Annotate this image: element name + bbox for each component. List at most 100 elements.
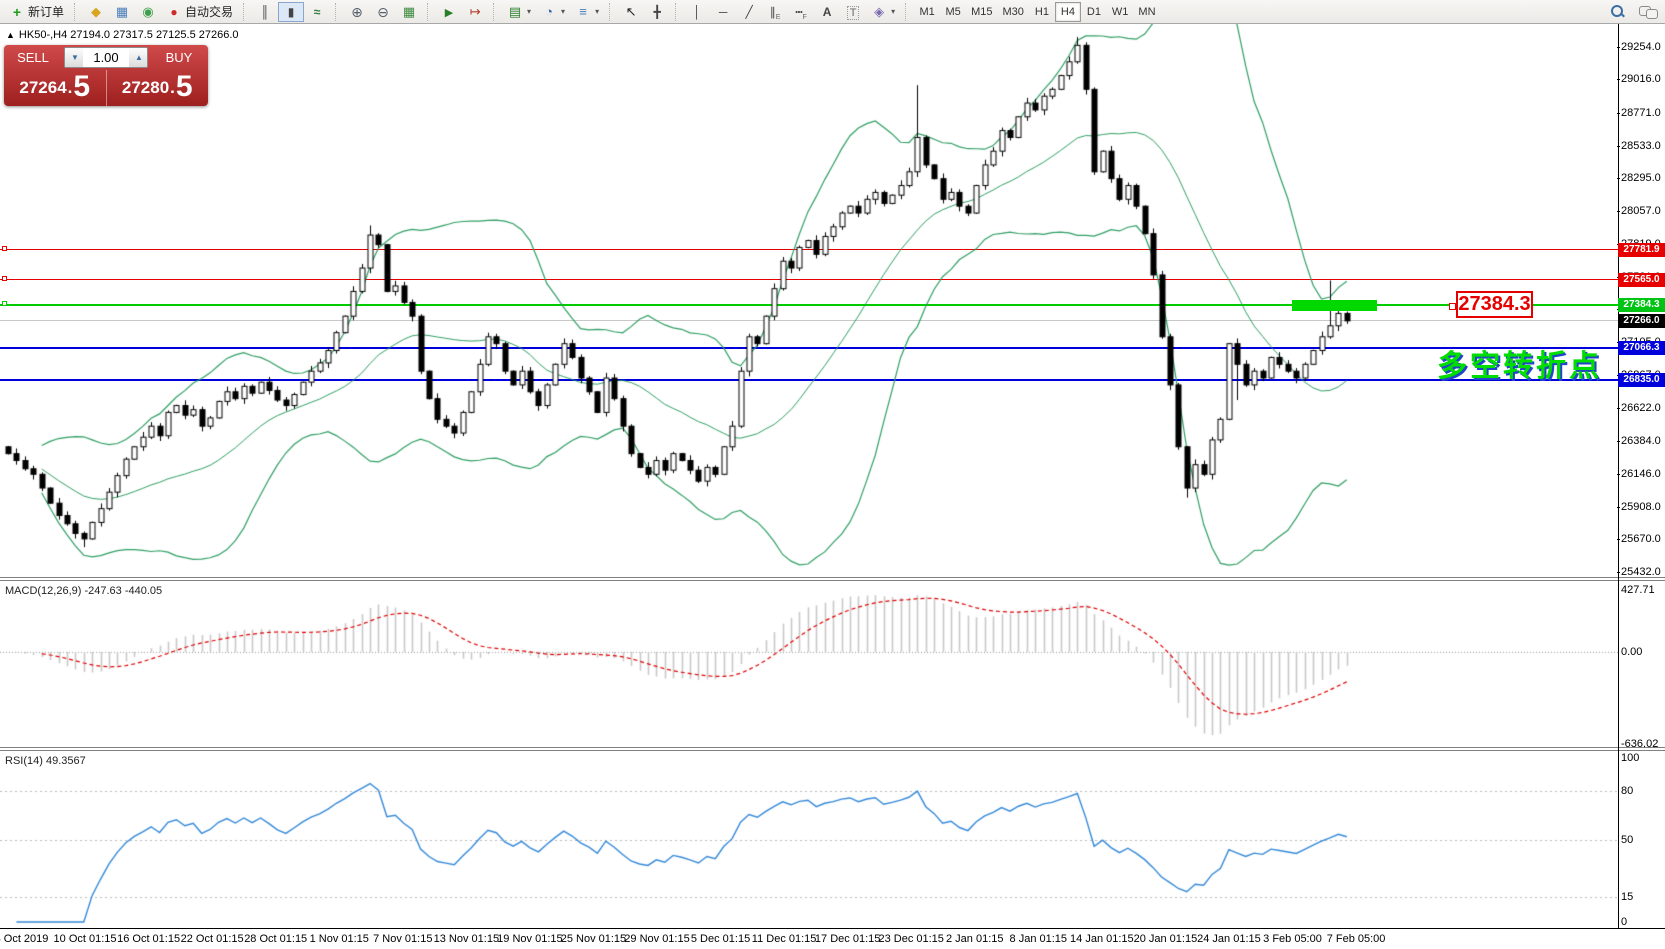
fibonacci-tool[interactable] [788, 2, 814, 22]
price-chart-pane[interactable]: ▲ HK50-,H4 27194.0 27317.5 27125.5 27266.… [0, 24, 1665, 577]
autotrading-button[interactable]: 自动交易 [161, 2, 238, 22]
price-axis-line [1618, 24, 1619, 928]
one-click-trade-panel: SELL ▼ ▲ BUY 27264.5 27280.5 [4, 45, 208, 106]
dropdown-arrow-icon: ▾ [595, 7, 600, 16]
data-window-icon [114, 4, 130, 20]
time-tick-label: 3 Feb 05:00 [1263, 933, 1322, 945]
time-tick-label: 28 Oct 01:15 [244, 933, 308, 945]
market-watch-button[interactable] [83, 2, 109, 22]
time-tick-label: 13 Nov 01:15 [433, 933, 500, 945]
time-tick-label: 3 Oct 2019 [0, 933, 49, 945]
rsi-pane[interactable]: RSI(14) 49.3567 [0, 751, 1665, 928]
new-order-button[interactable]: 新订单 [4, 2, 69, 22]
new-chart-dropdown[interactable]: ▾ [502, 2, 536, 22]
buy-price[interactable]: 27280. 5 [105, 70, 209, 106]
dropdown-arrow-icon: ▾ [561, 7, 566, 16]
horizontal-line-icon [715, 4, 731, 20]
chart-text-annotation[interactable]: 多空转折点 [1437, 350, 1602, 383]
dropdown-arrow-icon: ▾ [527, 7, 532, 16]
search-icon[interactable] [1610, 4, 1625, 19]
timeframe-m1[interactable]: M1 [914, 2, 940, 22]
channel-tool[interactable] [762, 2, 788, 22]
bar-chart-icon [257, 4, 273, 20]
candlestick-chart-button[interactable] [278, 1, 305, 22]
time-tick-label: 11 Dec 01:15 [751, 933, 817, 945]
line-chart-icon [309, 4, 325, 20]
macd-tick-label: -636.02 [1621, 738, 1659, 750]
rsi-tick-label: 50 [1621, 834, 1634, 846]
text-icon [819, 4, 835, 20]
vertical-line-tool[interactable] [684, 2, 710, 22]
time-tick-label: 25 Nov 01:15 [560, 933, 627, 945]
cursor-tool-button[interactable] [618, 2, 644, 22]
price-callout-label[interactable]: 27384.3 [1449, 291, 1533, 318]
data-window-button[interactable] [109, 2, 135, 22]
text-tool[interactable] [814, 2, 840, 22]
auto-scroll-button[interactable] [436, 2, 462, 22]
horizontal-line-tool[interactable] [710, 2, 736, 22]
candlestick-icon [283, 4, 299, 20]
time-tick-label: 7 Nov 01:15 [373, 933, 433, 945]
sell-button[interactable]: SELL [17, 50, 49, 65]
crosshair-icon [649, 4, 665, 20]
chart-ohlc-title: ▲ HK50-,H4 27194.0 27317.5 27125.5 27266.… [6, 29, 239, 41]
price-badge: 27066.3 [1618, 341, 1665, 356]
price-badge: 27781.9 [1618, 242, 1665, 257]
chart-shift-button[interactable] [462, 2, 488, 22]
timeframe-group: M1 M5 M15 M30 H1 H4 D1 W1 MN [914, 0, 1160, 24]
timeframe-mn[interactable]: MN [1133, 2, 1160, 22]
timeframe-m30[interactable]: M30 [998, 2, 1029, 22]
rsi-canvas[interactable] [0, 751, 1618, 928]
price-tick-label: 28533.0 [1617, 139, 1661, 152]
zoom-in-button[interactable] [344, 2, 370, 22]
zoom-out-button[interactable] [370, 2, 396, 22]
highlight-rectangle[interactable] [1292, 300, 1377, 311]
panel-collapse-arrow[interactable]: ▲ [6, 30, 15, 40]
sell-price[interactable]: 27264. 5 [19, 69, 91, 103]
toolbar-separator [609, 2, 614, 21]
navigator-button[interactable] [135, 2, 161, 22]
buy-button[interactable]: BUY [165, 50, 193, 65]
price-tick-label: 26146.0 [1617, 467, 1661, 480]
timeframe-w1[interactable]: W1 [1107, 2, 1134, 22]
volume-decrease-button[interactable]: ▼ [65, 48, 83, 67]
line-chart-button[interactable] [304, 2, 330, 22]
tile-windows-icon [401, 4, 417, 20]
price-tick-label: 25432.0 [1617, 566, 1661, 578]
price-tick-label: 25908.0 [1617, 500, 1661, 513]
period-dropdown[interactable]: ▾ [536, 2, 570, 22]
tile-windows-button[interactable] [396, 2, 422, 22]
crosshair-tool-button[interactable] [644, 2, 670, 22]
pane-separator[interactable] [0, 747, 1665, 751]
macd-canvas[interactable] [0, 581, 1618, 747]
shapes-dropdown[interactable]: ▾ [866, 2, 900, 22]
trendline-tool[interactable] [736, 2, 762, 22]
pane-separator[interactable] [0, 577, 1665, 581]
template-dropdown[interactable]: ▾ [570, 2, 604, 22]
chat-icon[interactable] [1639, 5, 1658, 19]
time-tick-label: 20 Jan 01:15 [1133, 933, 1198, 945]
time-tick-label: 17 Dec 01:15 [814, 933, 881, 945]
macd-pane[interactable]: MACD(12,26,9) -247.63 -440.05 [0, 581, 1665, 747]
bar-chart-button[interactable] [252, 2, 278, 22]
text-label-tool[interactable] [840, 2, 866, 22]
timeframe-m5[interactable]: M5 [940, 2, 966, 22]
rsi-tick-label: 100 [1621, 752, 1640, 764]
timeframe-m15[interactable]: M15 [966, 2, 997, 22]
volume-input[interactable] [83, 48, 129, 67]
time-tick-label: 14 Jan 01:15 [1070, 933, 1134, 945]
timeframe-h4[interactable]: H4 [1054, 1, 1081, 22]
time-tick-label: 2 Jan 01:15 [946, 933, 1004, 945]
auto-scroll-icon [441, 4, 457, 20]
time-tick-label: 1 Nov 01:15 [309, 933, 369, 945]
toolbar-separator [74, 2, 79, 21]
zoom-out-icon [375, 4, 391, 20]
trendline-icon [741, 4, 757, 20]
toolbar-separator [905, 2, 910, 21]
toolbar-separator [427, 2, 432, 21]
timeframe-d1[interactable]: D1 [1081, 2, 1107, 22]
volume-increase-button[interactable]: ▲ [129, 48, 147, 67]
timeframe-h1[interactable]: H1 [1029, 2, 1055, 22]
chart-shift-icon [467, 4, 483, 20]
